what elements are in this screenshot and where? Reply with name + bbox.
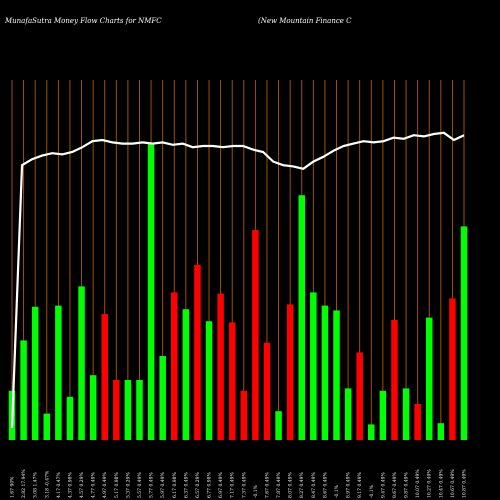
x-tick-label: 4.37 0.98% xyxy=(67,472,73,498)
bar-green xyxy=(182,309,190,440)
bar-green xyxy=(275,411,282,440)
bar-red xyxy=(228,322,236,440)
x-tick-label: 6.17 0.98% xyxy=(172,472,178,498)
bar-green xyxy=(43,413,51,440)
bar-green xyxy=(344,388,352,440)
money-flow-line xyxy=(10,131,465,429)
bar-green xyxy=(159,356,166,440)
x-tick-label: 6.77 0.98% xyxy=(207,472,213,498)
x-tick-label: 1.67 90% xyxy=(10,476,16,498)
x-tick-label: 3.08 1.47% xyxy=(33,472,39,498)
x-tick-label: 8.07 0.49% xyxy=(288,472,294,498)
bar-red xyxy=(414,404,421,440)
x-tick-label: 10.67 0.49% xyxy=(450,469,456,498)
bar-green xyxy=(147,143,155,440)
x-tick-label: 7.67 0.49% xyxy=(264,472,270,498)
x-tick-label: 7.17 0.49% xyxy=(230,472,236,498)
bar-red xyxy=(113,380,120,440)
bar-red xyxy=(171,292,178,440)
bar-green xyxy=(460,226,468,440)
x-tick-label: 5.37 0.29% xyxy=(125,472,131,498)
bar-red xyxy=(263,342,271,440)
x-axis-labels: 1.67 90% 2.82 17.94% 3.08 1.47% 3.18 -0.47%… xyxy=(10,469,468,498)
bar-red xyxy=(356,352,363,440)
x-tick-label: 2.82 17.94% xyxy=(21,469,27,498)
x-tick-label: 7.37 0.49% xyxy=(241,472,247,498)
bar-red xyxy=(101,314,108,440)
x-tick-label: 4.77 0.49% xyxy=(91,472,97,498)
x-tick-label: 10.07 0.49% xyxy=(415,469,421,498)
x-tick-label: 4.97 0.49% xyxy=(102,472,108,498)
bar-green xyxy=(437,423,445,440)
bar-green xyxy=(402,388,410,440)
x-tick-label: 5.97 0.49% xyxy=(160,472,166,498)
bar-red xyxy=(217,293,224,440)
x-tick-label: 9.17 0.49% xyxy=(357,472,363,498)
x-tick-label: 10.87 0.49% xyxy=(462,469,468,498)
x-tick-label: 6.37 0.49% xyxy=(183,472,189,498)
x-tick-label: 4.17 0.47% xyxy=(56,472,62,498)
bar-green xyxy=(333,310,340,440)
bar-green xyxy=(368,424,375,440)
bar-green xyxy=(20,340,27,440)
x-tick-label: 3.18 -0.47% xyxy=(44,470,50,498)
x-tick-label: 10.47 0.49% xyxy=(438,469,444,498)
x-tick-label: 9.67 0.49% xyxy=(392,472,398,498)
bar-green xyxy=(321,305,329,440)
bar-green xyxy=(205,321,213,440)
bar-green xyxy=(298,195,305,440)
bar-green xyxy=(379,390,387,440)
bar-green xyxy=(310,292,317,440)
bar-red xyxy=(194,264,201,440)
bar-green xyxy=(31,306,39,440)
x-tick-label: 8.67 0.49% xyxy=(322,472,328,498)
x-tick-label: 5.77 0.49% xyxy=(149,472,155,498)
x-tick-label: -0.1% xyxy=(253,484,259,498)
x-tick-label: 9.87 0.49% xyxy=(404,472,410,498)
x-tick-label: 6.97 0.49% xyxy=(218,472,224,498)
x-tick-label: 8.27 0.49% xyxy=(299,472,305,498)
x-tick-label: 4.57 0.29% xyxy=(79,472,85,498)
bar-red xyxy=(449,298,456,440)
x-tick-label: -0.1% xyxy=(369,484,375,498)
x-tick-label: 8.47 0.49% xyxy=(311,472,317,498)
bar-green xyxy=(425,317,433,440)
x-tick-label: 7.87 0.49% xyxy=(276,472,282,498)
x-tick-label: 8.97 0.49% xyxy=(346,472,352,498)
bar-green xyxy=(78,286,85,440)
chart-title-right: (New Mountain Finance C xyxy=(258,17,352,25)
bar-green xyxy=(124,380,132,440)
bar-green xyxy=(66,396,74,440)
bar-red xyxy=(391,320,398,440)
bar-green xyxy=(136,380,143,440)
bar-red xyxy=(286,304,294,440)
bar-red xyxy=(240,390,248,440)
chart-title-left: MunafaSutra Money Flow Charts for NMFC xyxy=(4,17,162,25)
bar-red xyxy=(252,230,259,440)
x-tick-label: 10.27 0.49% xyxy=(427,469,433,498)
bar-green xyxy=(89,375,97,440)
bars xyxy=(8,143,468,440)
bar-green xyxy=(55,305,62,440)
x-tick-label: 5.57 0.49% xyxy=(137,472,143,498)
x-tick-label: 5.17 0.98% xyxy=(114,472,120,498)
x-tick-label: 9.47 0.49% xyxy=(380,472,386,498)
x-tick-label: -0.1% xyxy=(334,484,340,498)
x-tick-label: 6.57 0.29% xyxy=(195,472,201,498)
